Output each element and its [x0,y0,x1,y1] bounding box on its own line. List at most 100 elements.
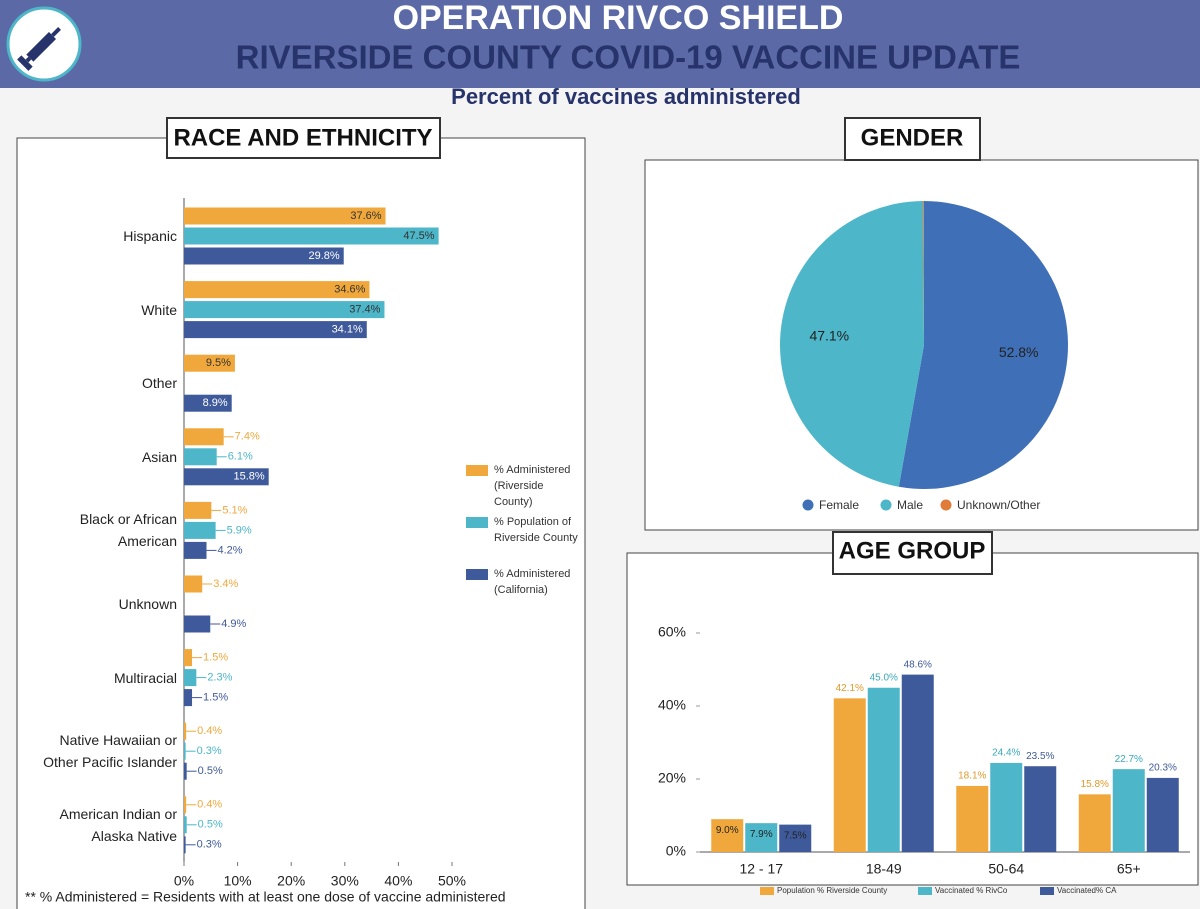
value-label: 37.4% [349,304,380,316]
legend-swatch [466,569,488,580]
race-panel [16,137,586,909]
value-label: 42.1% [836,683,864,694]
bar [184,722,187,740]
x-tick-label: 50% [438,873,466,889]
category-label: Unknown [118,596,177,612]
value-label: 0.4% [197,725,222,737]
y-tick-label: 60% [658,624,686,640]
category-label: Other [141,375,177,392]
value-label: 0.5% [198,765,223,777]
footnote: ** % Administered = Residents with at le… [25,889,506,905]
value-label: 23.5% [1026,751,1054,762]
bar [184,541,207,559]
x-tick-label: 50-64 [988,861,1024,877]
value-label: 18.1% [958,771,986,782]
value-label: 48.6% [904,659,932,670]
bar [184,354,235,372]
bar [184,227,439,245]
bar [184,575,203,593]
value-label: 24.4% [992,748,1020,759]
bar [1024,766,1057,852]
bar [184,281,370,299]
bar [184,836,186,854]
bar [184,207,386,225]
category-label: American Indian or Alaska Native [59,805,177,844]
legend-swatch [918,887,932,895]
bar [711,819,744,852]
bar [184,468,269,486]
value-label: 2.3% [207,672,232,684]
header-band [0,0,1200,88]
category-label: Black or African American [79,511,177,550]
legend-label: Vaccinated% CA [1057,886,1117,895]
legend-swatch [466,465,488,476]
gender-title-box [844,117,981,161]
x-tick-label: 20% [277,873,305,889]
category-label: Asian [141,448,177,465]
race-title-box [166,117,441,159]
value-label: 15.8% [1081,779,1109,790]
value-label: 5.9% [227,524,252,536]
legend-label: Female [819,498,859,512]
bar [779,824,812,852]
legend-label: % Population of Riverside County [494,516,578,544]
value-label: 9.5% [206,357,231,369]
x-tick-label: 10% [224,873,252,889]
value-label: 15.8% [233,471,264,483]
legend-label: Male [897,498,923,512]
bar [184,742,186,760]
value-label: 9.0% [716,825,739,836]
legend-swatch [802,499,814,511]
page-caption: Percent of vaccines administered [451,84,801,109]
age-title: AGE GROUP [839,537,986,564]
value-label: 52.8% [999,344,1039,360]
legend-label: % Administered (California) [494,568,571,596]
page-subtitle: RIVERSIDE COUNTY COVID-19 VACCINE UPDATE [236,39,1021,76]
legend-swatch [880,499,892,511]
bar [745,823,778,852]
legend-swatch [940,499,952,511]
value-label: 22.7% [1115,754,1143,765]
category-label: White [141,301,177,318]
value-label: 45.0% [870,672,898,683]
value-label: 34.6% [334,284,365,296]
bar [184,649,193,667]
value-label: 37.6% [350,210,381,222]
bar [184,689,193,707]
legend-label: % Administered (Riverside County) [494,464,571,508]
value-label: 7.9% [750,829,773,840]
category-label: Hispanic [123,228,177,244]
bar [184,394,232,412]
x-tick-label: 30% [331,873,359,889]
x-tick-label: 40% [384,873,412,889]
value-label: 0.3% [197,745,222,757]
bar [184,669,197,687]
value-label: 1.5% [203,692,228,704]
category-label: Native Hawaiian or Other Pacific Islande… [43,732,177,771]
value-label: 5.1% [222,504,247,516]
age-title-box [832,531,993,575]
bar [990,762,1023,852]
legend-label: Unknown/Other [957,498,1040,512]
value-label: 47.5% [403,230,434,242]
y-tick-label: 20% [658,770,686,786]
value-label: 7.4% [235,431,260,443]
page-title: OPERATION RIVCO SHIELD [393,0,844,37]
bar [184,301,385,319]
bar [901,674,934,852]
value-label: 34.1% [332,324,363,336]
bar [1146,777,1179,852]
bar [184,247,344,265]
bar [1112,769,1145,852]
value-label: 3.4% [213,578,238,590]
value-label: 1.5% [203,652,228,664]
legend-swatch [1040,887,1054,895]
syringe-icon [17,27,61,71]
gender-title: GENDER [861,124,964,151]
bar [956,785,989,852]
bar [184,816,187,834]
pie-slice [923,201,924,345]
race-title: RACE AND ETHNICITY [173,124,432,151]
